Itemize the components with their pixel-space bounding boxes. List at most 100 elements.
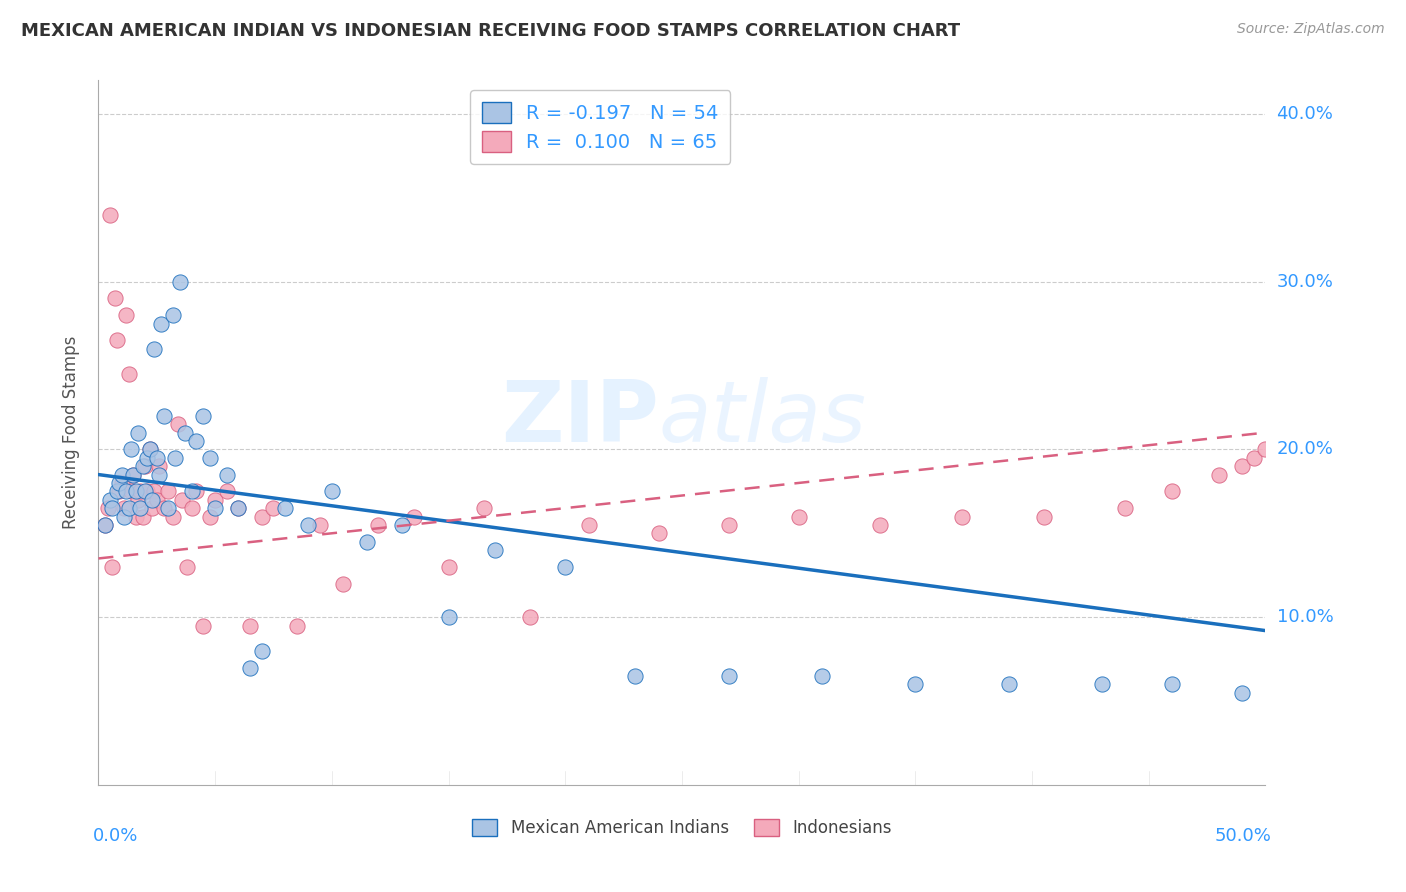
Point: [122, 467, 145, 482]
Point: [162, 509, 184, 524]
Point: [484, 543, 506, 558]
Point: [309, 517, 332, 532]
Point: [180, 484, 202, 499]
Point: [1243, 450, 1265, 465]
Point: [150, 317, 173, 331]
Point: [115, 484, 138, 499]
Point: [1091, 677, 1114, 691]
Point: [1208, 467, 1230, 482]
Point: [146, 450, 169, 465]
Point: [98, 492, 121, 507]
Point: [239, 660, 262, 674]
Point: [200, 450, 222, 465]
Point: [904, 677, 927, 691]
Point: [148, 467, 170, 482]
Point: [186, 434, 208, 448]
Point: [200, 509, 222, 524]
Point: [250, 644, 273, 658]
Point: [165, 450, 187, 465]
Point: [129, 484, 152, 499]
Point: [647, 526, 669, 541]
Text: 50.0%: 50.0%: [1215, 827, 1271, 846]
Point: [180, 501, 202, 516]
Point: [115, 308, 138, 322]
Point: [136, 450, 159, 465]
Point: [297, 517, 319, 532]
Point: [132, 509, 155, 524]
Point: [402, 509, 425, 524]
Point: [127, 492, 149, 507]
Point: [141, 501, 163, 516]
Point: [127, 425, 149, 440]
Point: [134, 484, 156, 499]
Point: [1301, 442, 1323, 457]
Point: [143, 484, 166, 499]
Point: [950, 509, 973, 524]
Point: [717, 517, 740, 532]
Point: [143, 342, 166, 356]
Point: [239, 618, 262, 632]
Point: [112, 509, 135, 524]
Point: [132, 459, 155, 474]
Point: [157, 484, 180, 499]
Point: [1278, 442, 1301, 457]
Point: [554, 559, 576, 574]
Point: [1114, 501, 1136, 516]
Point: [172, 492, 194, 507]
Point: [250, 509, 273, 524]
Text: MEXICAN AMERICAN INDIAN VS INDONESIAN RECEIVING FOOD STAMPS CORRELATION CHART: MEXICAN AMERICAN INDIAN VS INDONESIAN RE…: [21, 22, 960, 40]
Point: [1254, 442, 1277, 457]
Text: ZIP: ZIP: [501, 377, 658, 460]
Point: [321, 484, 343, 499]
Point: [162, 308, 184, 322]
Point: [105, 334, 128, 348]
Point: [94, 517, 117, 532]
Point: [204, 501, 226, 516]
Point: [519, 610, 541, 624]
Point: [193, 618, 215, 632]
Point: [94, 517, 117, 532]
Point: [139, 442, 162, 457]
Text: Source: ZipAtlas.com: Source: ZipAtlas.com: [1237, 22, 1385, 37]
Point: [176, 559, 198, 574]
Point: [166, 417, 188, 432]
Point: [204, 492, 226, 507]
Point: [139, 442, 162, 457]
Point: [173, 425, 195, 440]
Legend: Mexican American Indians, Indonesians: Mexican American Indians, Indonesians: [463, 809, 901, 847]
Point: [1230, 459, 1253, 474]
Point: [262, 501, 284, 516]
Point: [108, 484, 131, 499]
Point: [118, 367, 141, 381]
Point: [869, 517, 891, 532]
Point: [624, 669, 647, 683]
Point: [104, 292, 127, 306]
Point: [285, 618, 308, 632]
Point: [215, 484, 238, 499]
Point: [228, 501, 250, 516]
Point: [146, 492, 169, 507]
Point: [1161, 677, 1184, 691]
Text: 10.0%: 10.0%: [1277, 608, 1333, 626]
Point: [1032, 509, 1054, 524]
Point: [148, 459, 170, 474]
Point: [125, 484, 148, 499]
Point: [134, 459, 156, 474]
Point: [122, 467, 145, 482]
Point: [157, 501, 180, 516]
Text: 40.0%: 40.0%: [1277, 105, 1333, 123]
Point: [437, 610, 460, 624]
Point: [1289, 450, 1312, 465]
Point: [367, 517, 389, 532]
Point: [118, 501, 141, 516]
Point: [111, 475, 134, 490]
Point: [112, 501, 135, 516]
Point: [215, 467, 238, 482]
Point: [136, 484, 159, 499]
Point: [193, 409, 215, 423]
Point: [97, 501, 120, 516]
Point: [391, 517, 413, 532]
Point: [437, 559, 460, 574]
Point: [120, 442, 142, 457]
Point: [1265, 450, 1288, 465]
